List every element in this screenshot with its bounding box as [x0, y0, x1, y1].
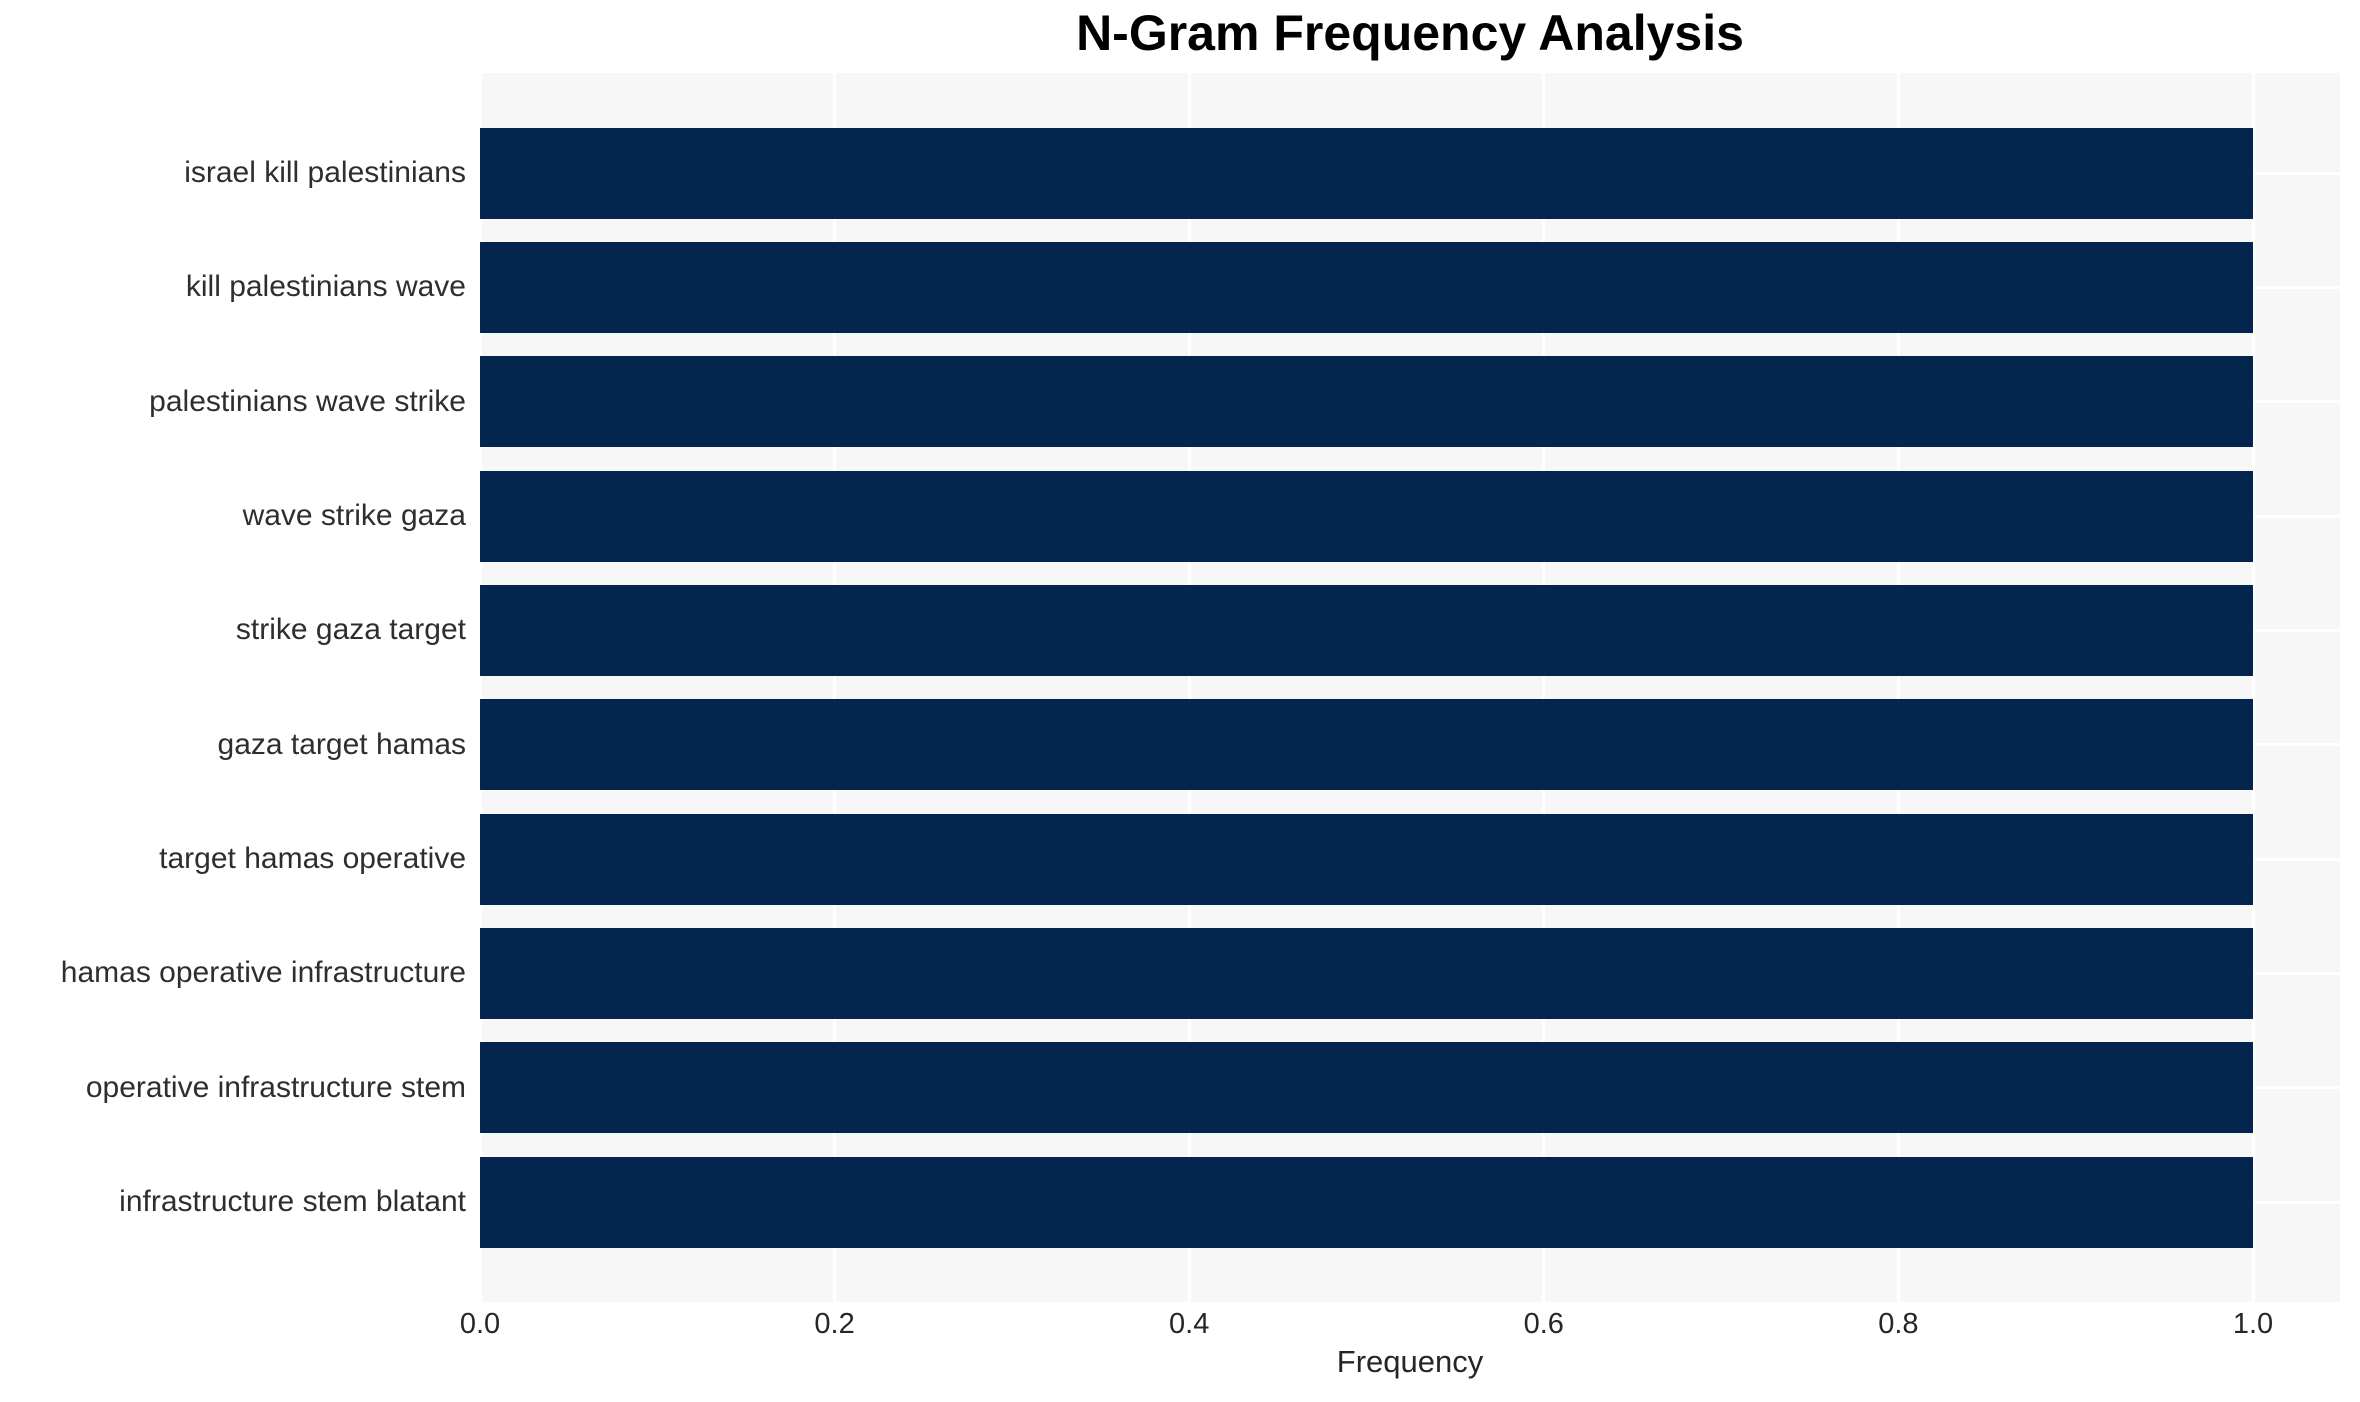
x-tick-label: 0.6 [1523, 1308, 1564, 1340]
bar [480, 813, 2253, 905]
y-axis-label: target hamas operative [159, 842, 466, 876]
gridline-vertical [478, 73, 482, 1302]
y-axis-label: strike gaza target [235, 613, 466, 647]
y-axis-label: gaza target hamas [217, 727, 466, 761]
bar [480, 584, 2253, 676]
y-axis-label: infrastructure stem blatant [119, 1185, 466, 1219]
bar [480, 699, 2253, 791]
x-tick-label: 0.8 [1878, 1308, 1919, 1340]
gridline-vertical [2251, 73, 2255, 1302]
x-tick-label: 0.0 [459, 1308, 501, 1340]
y-axis-label: wave strike gaza [242, 499, 466, 533]
x-axis-title: Frequency [1336, 1344, 1484, 1379]
gridline-vertical [833, 73, 837, 1302]
gridline-vertical [1187, 73, 1191, 1302]
bar [480, 470, 2253, 562]
bar [480, 927, 2253, 1019]
x-tick-label: 0.4 [1169, 1308, 1210, 1340]
y-axis-label: israel kill palestinians [184, 156, 466, 190]
chart-title: N-Gram Frequency Analysis [1076, 5, 1744, 61]
gridline-vertical [1896, 73, 1900, 1302]
bar [480, 127, 2253, 219]
bar [480, 356, 2253, 448]
gridline-vertical [1542, 73, 1546, 1302]
y-axis-label: hamas operative infrastructure [60, 956, 466, 990]
x-tick-label: 0.2 [814, 1308, 855, 1340]
y-axis-label: palestinians wave strike [149, 384, 466, 418]
y-axis-label: kill palestinians wave [185, 270, 466, 304]
bar [480, 1156, 2253, 1248]
y-axis-label: operative infrastructure stem [85, 1070, 466, 1104]
x-tick-label: 1.0 [2232, 1308, 2274, 1340]
bar [480, 241, 2253, 333]
bar [480, 1042, 2253, 1134]
plot-area [478, 73, 2340, 1302]
